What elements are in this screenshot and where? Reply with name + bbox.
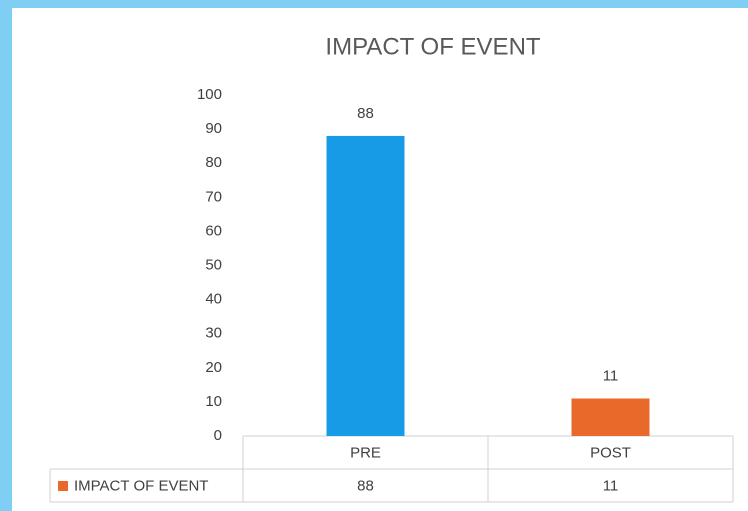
y-tick-label: 70	[205, 188, 222, 205]
y-tick-label: 0	[214, 427, 222, 444]
y-tick-label: 10	[205, 393, 222, 410]
chart-title: IMPACT OF EVENT	[325, 33, 540, 60]
x-tick-label: POST	[590, 444, 631, 461]
bar	[571, 398, 650, 436]
y-tick-label: 20	[205, 359, 222, 376]
table-value: 88	[357, 477, 374, 494]
y-tick-label: 50	[205, 256, 222, 273]
y-tick-label: 60	[205, 222, 222, 239]
y-tick-label: 90	[205, 120, 222, 137]
data-label: 88	[357, 105, 374, 122]
table-value: 11	[603, 477, 619, 494]
x-tick-label: PRE	[350, 444, 381, 461]
y-tick-label: 40	[205, 291, 222, 308]
legend-label: IMPACT OF EVENT	[74, 477, 208, 494]
y-tick-label: 30	[205, 325, 222, 342]
data-label: 11	[603, 367, 619, 384]
y-tick-label: 80	[205, 154, 222, 171]
bar	[326, 135, 405, 437]
legend-key	[58, 481, 68, 491]
y-tick-label: 100	[197, 86, 222, 103]
